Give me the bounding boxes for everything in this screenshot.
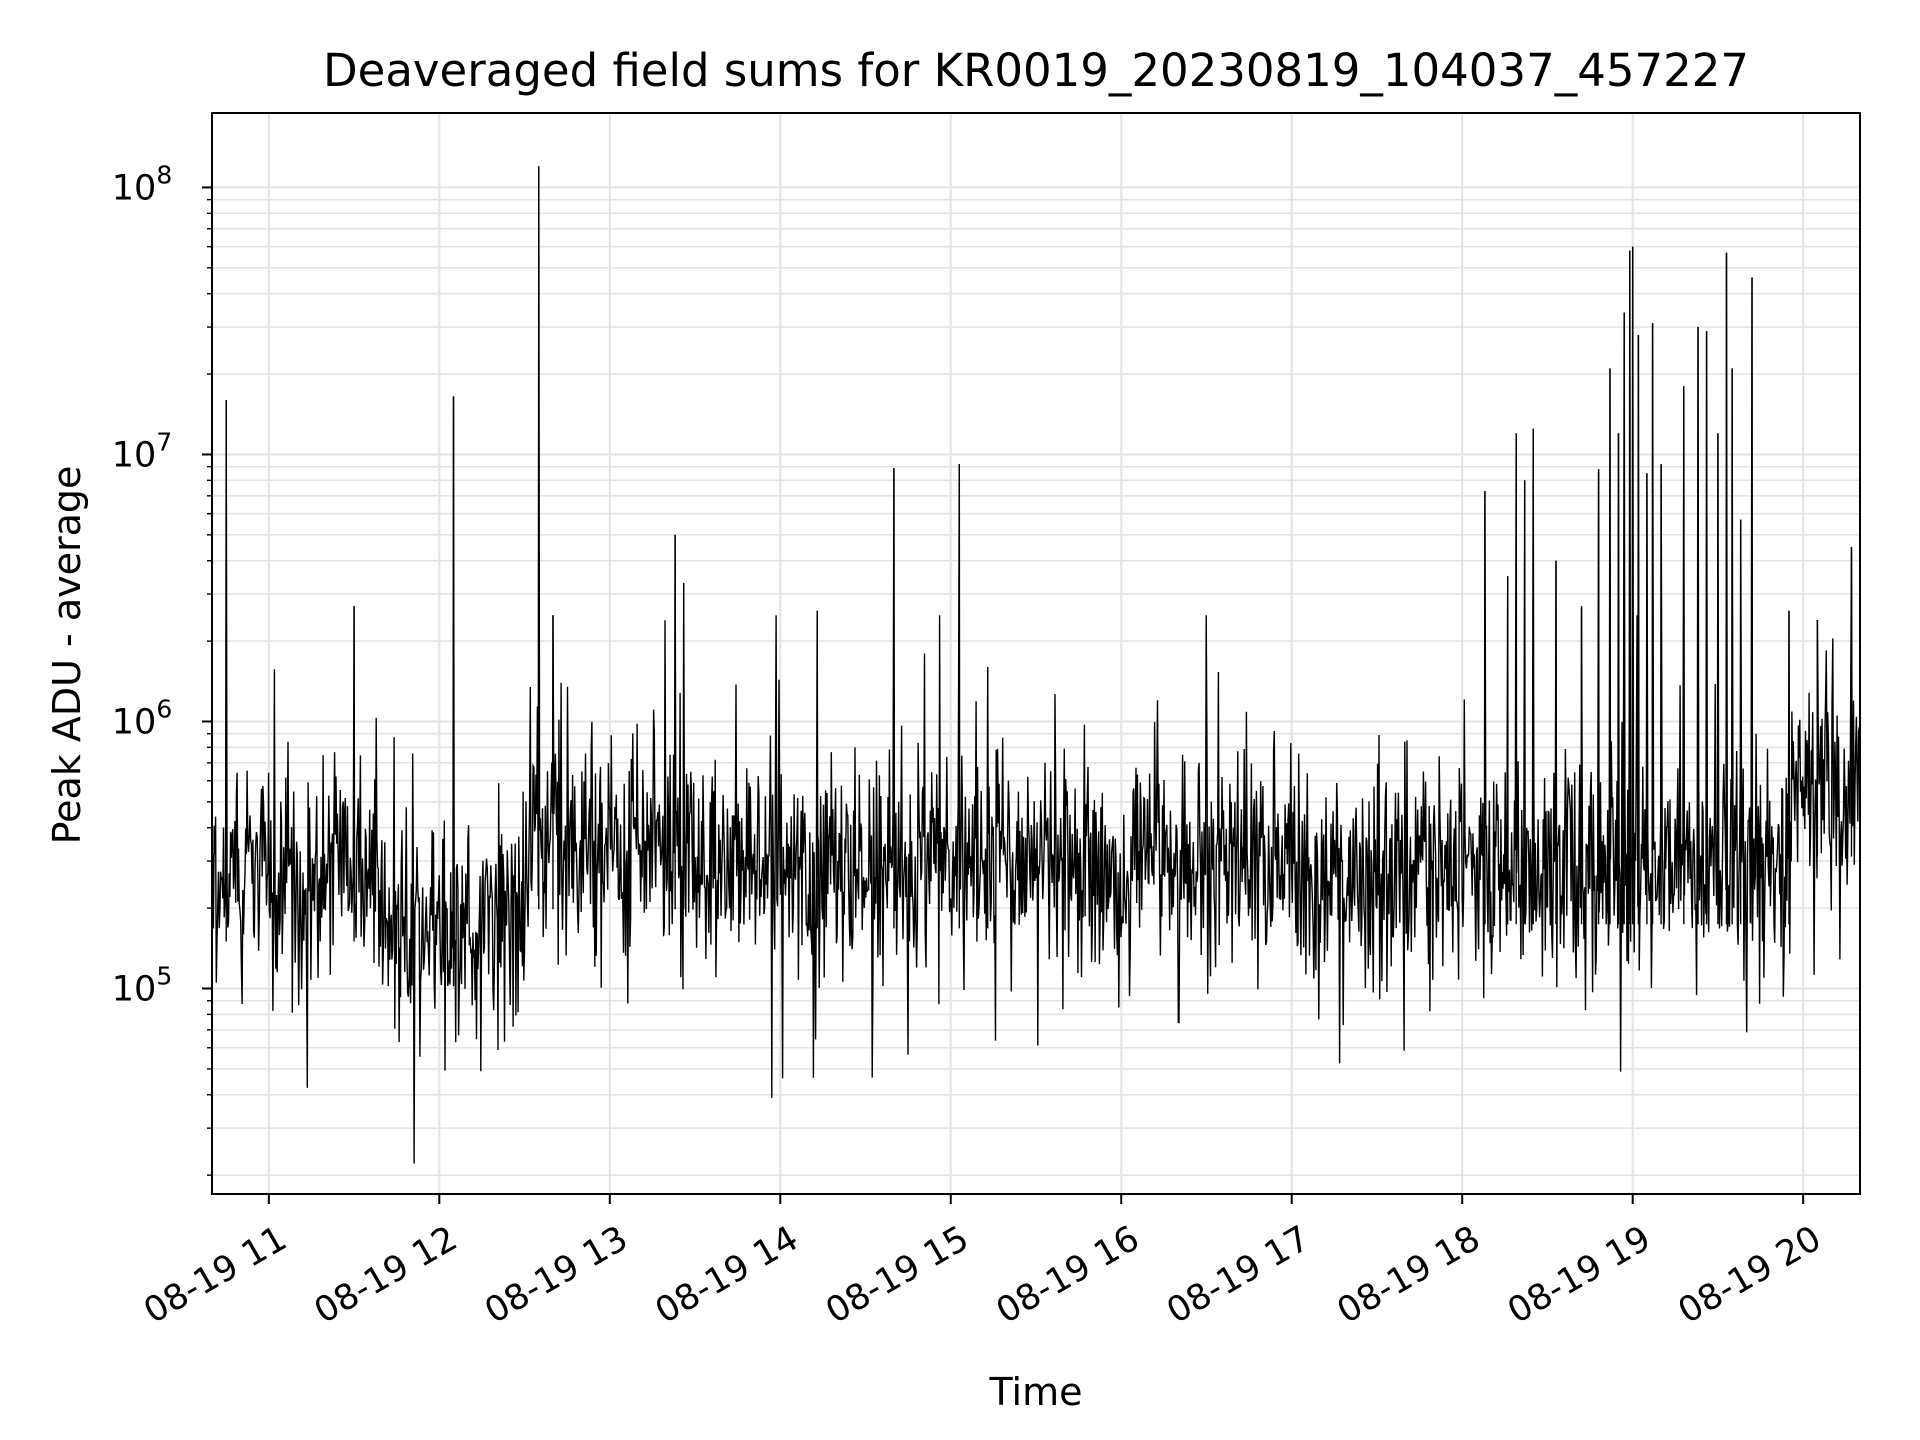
y-tick-label: 108 [112, 160, 172, 208]
plot-area [211, 166, 1861, 1164]
y-tick-base: 10 [112, 435, 157, 475]
series-line [211, 166, 1861, 1164]
chart-title: Deaveraged field sums for KR0019_2023081… [323, 44, 1749, 97]
grid [212, 113, 1860, 1194]
y-tick-exponent: 8 [156, 160, 172, 189]
plot-frame [211, 112, 1861, 1195]
y-tick-label: 106 [112, 694, 172, 742]
y-axis-label: Peak ADU - average [45, 466, 89, 845]
x-axis-label: Time [989, 1370, 1083, 1414]
y-tick-exponent: 5 [156, 962, 172, 991]
y-tick-label: 105 [112, 962, 172, 1010]
y-tick-base: 10 [112, 702, 157, 742]
y-tick-base: 10 [112, 168, 157, 208]
y-tick-exponent: 6 [156, 694, 172, 723]
y-tick-label: 107 [112, 427, 172, 475]
y-tick-exponent: 7 [156, 427, 172, 456]
y-tick-base: 10 [112, 970, 157, 1010]
